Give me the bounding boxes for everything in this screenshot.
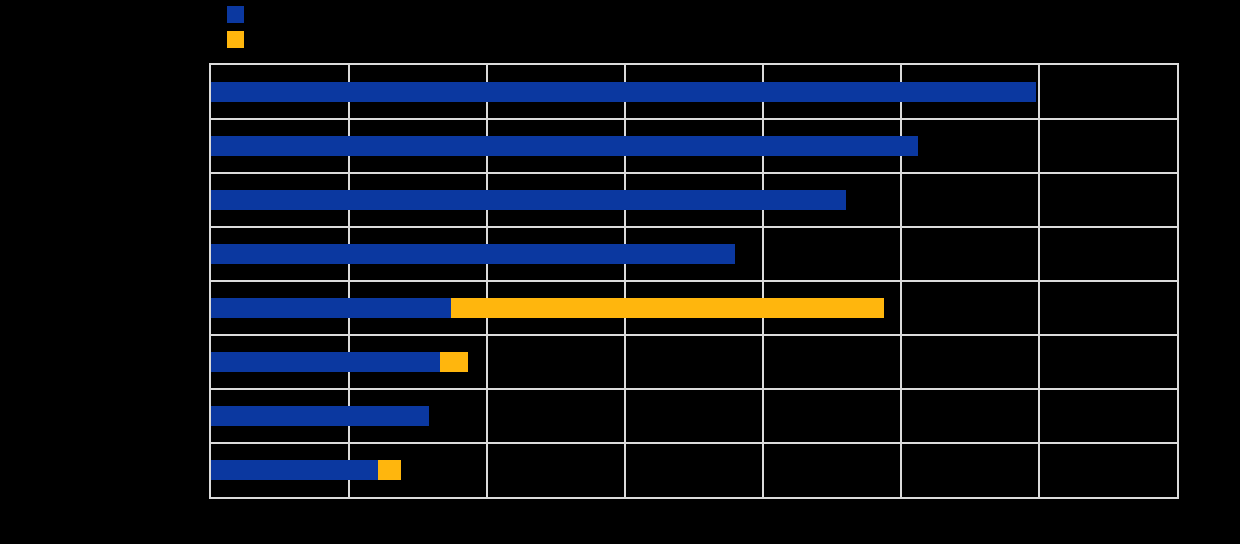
legend-item-yellow bbox=[227, 31, 244, 48]
bar-row bbox=[211, 173, 1177, 227]
legend-swatch-blue bbox=[227, 6, 244, 23]
bar-segment-blue bbox=[211, 244, 735, 264]
bar-segment-blue bbox=[211, 352, 440, 372]
chart-canvas bbox=[0, 0, 1240, 544]
bar-row bbox=[211, 443, 1177, 497]
bar-row bbox=[211, 65, 1177, 119]
bar-segment-blue bbox=[211, 460, 378, 480]
plot-area bbox=[209, 63, 1179, 499]
bar-row bbox=[211, 335, 1177, 389]
bar-segment-yellow bbox=[378, 460, 401, 480]
bar-row bbox=[211, 227, 1177, 281]
bar-row bbox=[211, 389, 1177, 443]
bar-segment-blue bbox=[211, 136, 918, 156]
legend-item-blue bbox=[227, 6, 244, 23]
bar-segment-yellow bbox=[451, 298, 884, 318]
bar-row bbox=[211, 281, 1177, 335]
bars-layer bbox=[211, 65, 1177, 497]
bar-segment-yellow bbox=[440, 352, 468, 372]
bar-row bbox=[211, 119, 1177, 173]
bar-segment-blue bbox=[211, 298, 451, 318]
bar-segment-blue bbox=[211, 190, 846, 210]
bar-segment-blue bbox=[211, 82, 1036, 102]
legend bbox=[227, 6, 244, 56]
legend-swatch-yellow bbox=[227, 31, 244, 48]
bar-segment-blue bbox=[211, 406, 429, 426]
